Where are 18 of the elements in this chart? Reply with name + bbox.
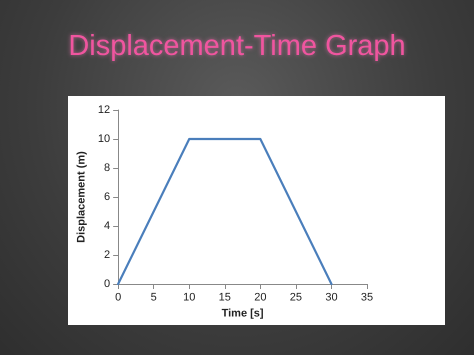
x-tick-label: 35 [360,292,374,304]
y-tick-label: 10 [98,133,110,145]
x-tick-label: 5 [150,292,157,304]
chart-title: Displacement-Time Graph [67,30,407,63]
x-axis-title: Time [s] [222,307,264,320]
y-tick-label: 2 [104,249,110,261]
y-tick-label: 0 [104,278,110,290]
y-tick-label: 4 [104,220,110,232]
y-tick-label: 12 [98,104,110,116]
x-tick-label: 15 [218,292,231,304]
y-tick-label: 6 [104,191,110,203]
x-tick-label: 20 [254,292,266,304]
y-tick-label: 8 [104,162,110,174]
x-tick-label: 25 [290,292,302,304]
x-tick-label: 0 [115,292,122,304]
x-tick-label: 10 [183,292,196,304]
x-tick-label: 30 [325,292,338,304]
y-axis-title: Displacement (m) [76,150,88,243]
